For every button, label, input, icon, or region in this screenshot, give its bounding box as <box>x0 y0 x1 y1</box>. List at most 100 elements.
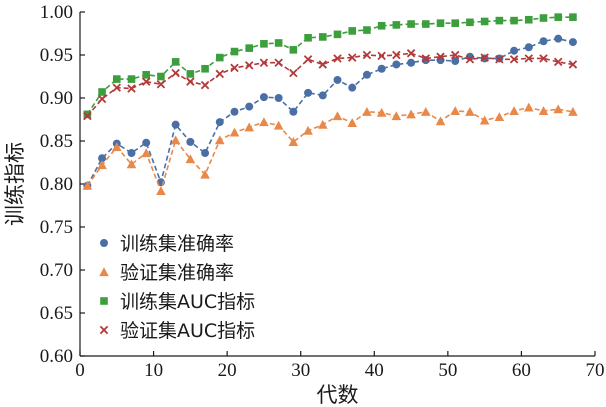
data-point <box>539 14 548 22</box>
data-point <box>97 94 107 104</box>
y-tick-label: 0.90 <box>40 88 73 109</box>
data-point <box>554 34 563 43</box>
data-point <box>451 19 460 27</box>
data-point <box>98 88 106 96</box>
legend-marker <box>100 297 108 305</box>
data-point <box>376 107 387 117</box>
x-marker-stroke <box>215 69 225 79</box>
data-point <box>348 27 357 35</box>
x-tick-label: 30 <box>291 360 310 381</box>
data-point <box>348 83 357 92</box>
x-marker-stroke <box>259 58 269 67</box>
series-line <box>86 16 573 115</box>
x-marker-stroke <box>112 83 122 92</box>
data-point <box>451 57 460 66</box>
x-marker-stroke <box>230 63 239 73</box>
data-point <box>362 70 371 79</box>
data-point <box>407 58 416 67</box>
data-point <box>524 15 533 24</box>
data-point <box>289 46 298 54</box>
data-point <box>171 68 180 78</box>
data-point <box>421 54 431 63</box>
legend-marker <box>100 239 108 247</box>
x-marker-stroke <box>97 94 107 104</box>
data-point <box>466 18 474 27</box>
data-point <box>260 40 268 48</box>
x-marker-stroke <box>200 80 210 90</box>
data-point <box>230 107 239 116</box>
data-point <box>245 44 254 52</box>
legend-entry: 训练集AUC指标 <box>100 291 255 313</box>
x-marker-stroke <box>83 111 92 121</box>
data-point <box>362 50 372 60</box>
data-point <box>318 91 327 100</box>
y-tick-label: 0.85 <box>40 131 73 152</box>
data-point <box>127 84 136 93</box>
data-point <box>421 20 430 28</box>
series-4 <box>83 49 578 121</box>
x-axis-label: 代数 <box>317 383 359 407</box>
series-line <box>86 52 574 117</box>
x-marker-stroke <box>127 84 136 93</box>
data-point <box>141 148 152 158</box>
data-point <box>112 83 122 92</box>
data-point <box>318 33 327 41</box>
data-point <box>156 80 166 89</box>
data-point <box>568 106 578 116</box>
data-point <box>289 68 298 78</box>
x-marker-stroke <box>568 60 578 69</box>
data-point <box>142 70 151 79</box>
data-point <box>157 72 165 81</box>
data-point <box>465 106 475 116</box>
data-point <box>509 55 519 64</box>
data-point <box>524 43 533 52</box>
x-marker-stroke <box>171 68 180 78</box>
data-point <box>244 61 254 70</box>
data-point <box>391 111 402 121</box>
data-point <box>304 34 312 42</box>
data-point <box>186 70 195 78</box>
data-point <box>170 135 181 145</box>
data-point <box>171 120 180 129</box>
data-point <box>406 109 416 119</box>
data-point <box>142 138 151 147</box>
data-point <box>407 20 415 28</box>
data-point <box>494 112 505 121</box>
data-point <box>83 111 92 121</box>
x-marker-stroke <box>465 55 475 64</box>
legend-label: 训练集准确率 <box>120 233 234 255</box>
x-marker-stroke <box>274 58 283 67</box>
data-point <box>333 30 342 39</box>
legend-label: 训练集AUC指标 <box>120 291 255 313</box>
y-tick-label: 0.65 <box>40 303 73 324</box>
data-point <box>304 88 313 97</box>
data-point <box>244 122 255 132</box>
data-point <box>127 149 136 158</box>
legend-label: 验证集AUC指标 <box>120 320 255 342</box>
data-point <box>112 75 121 83</box>
data-point <box>495 55 504 64</box>
data-point <box>510 16 518 25</box>
y-tick-label: 1.00 <box>40 2 73 23</box>
x-tick-label: 40 <box>365 360 384 381</box>
x-marker-stroke <box>450 50 460 60</box>
data-point <box>332 111 343 121</box>
data-point <box>274 39 283 47</box>
data-point <box>568 60 578 69</box>
y-tick-label: 0.80 <box>40 174 73 195</box>
data-point <box>200 80 210 90</box>
legend-entry: 验证集AUC指标 <box>99 320 255 342</box>
data-point <box>392 60 401 69</box>
data-point <box>274 58 283 67</box>
x-marker-stroke <box>392 50 401 60</box>
data-point <box>510 46 519 55</box>
data-point <box>377 64 386 73</box>
data-point <box>230 47 239 56</box>
data-point <box>141 77 151 86</box>
data-point <box>479 115 490 125</box>
y-tick-label: 0.75 <box>40 217 73 238</box>
data-point <box>171 58 180 66</box>
data-point <box>347 53 357 62</box>
